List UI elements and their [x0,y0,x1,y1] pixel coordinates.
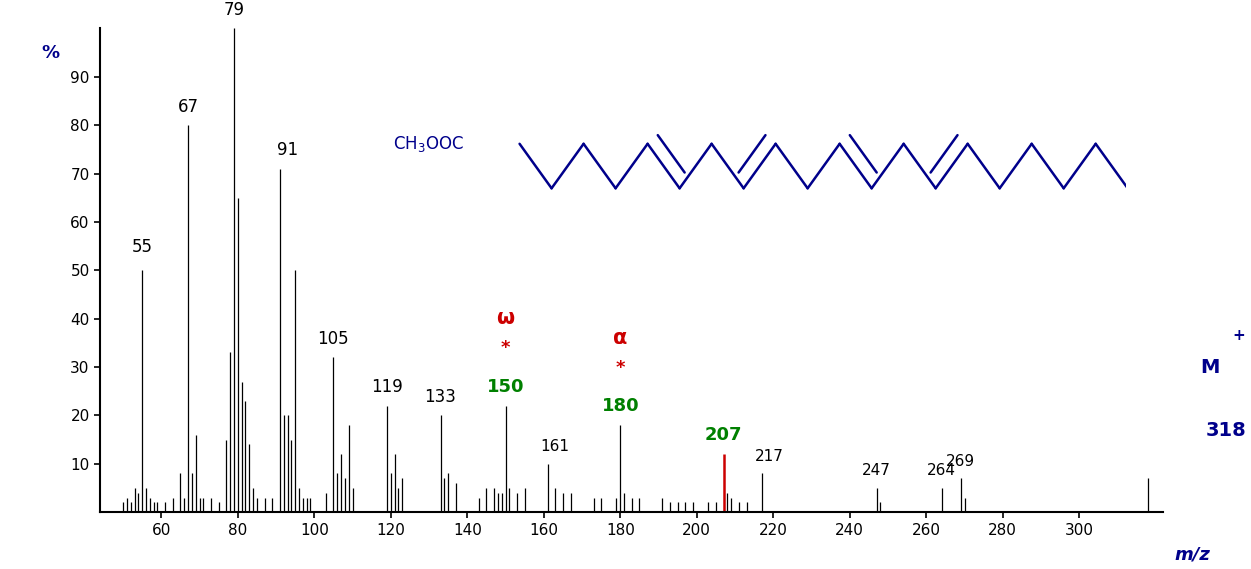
Text: Abundance: Abundance [20,0,133,5]
Text: 264: 264 [927,463,956,478]
Text: 247: 247 [862,463,891,478]
Text: 150: 150 [487,378,524,396]
Text: 67: 67 [178,97,199,116]
Text: 133: 133 [424,387,457,406]
Text: 180: 180 [602,397,639,415]
Text: +: + [1232,328,1245,343]
Text: %: % [41,44,60,63]
Text: *: * [500,339,510,357]
Text: 161: 161 [540,439,569,454]
Text: 55: 55 [131,238,153,256]
Text: 318: 318 [1206,420,1247,439]
Text: M: M [1201,358,1220,377]
Text: *: * [615,358,626,377]
Text: m/z: m/z [1173,546,1210,564]
Text: ω: ω [497,308,514,328]
Text: 79: 79 [224,1,244,19]
Text: 217: 217 [756,449,784,464]
Text: α: α [613,328,628,348]
Text: 105: 105 [318,329,349,348]
Text: 91: 91 [276,141,298,159]
Text: 207: 207 [704,426,742,444]
Text: 269: 269 [946,453,976,469]
Text: 119: 119 [372,378,403,396]
